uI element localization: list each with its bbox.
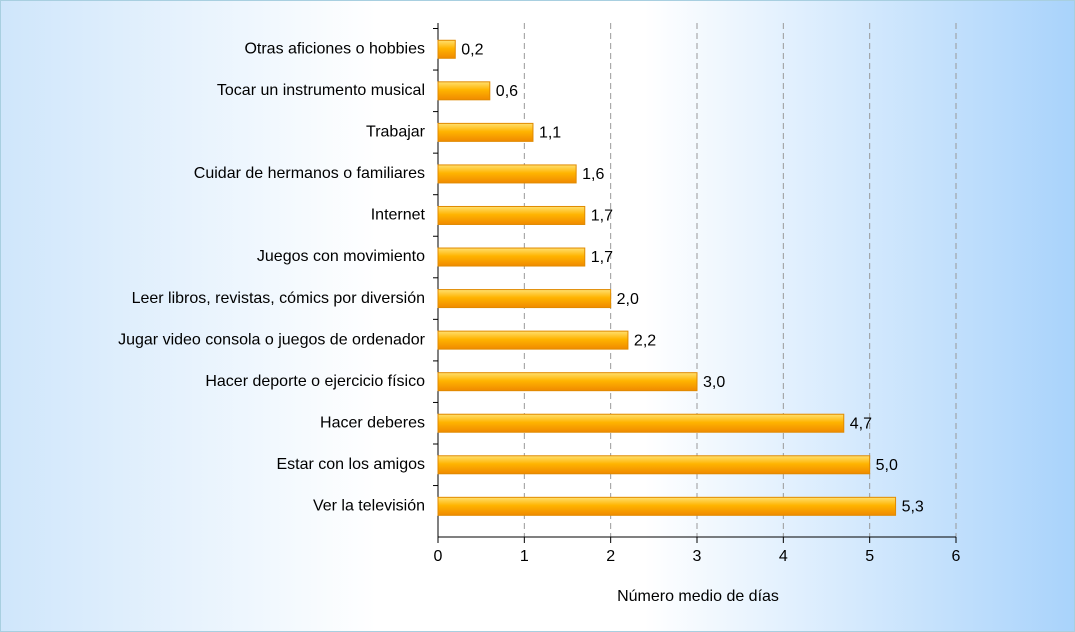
data-label: 1,7 [591,208,613,225]
y-tick-label: Otras aficiones o hobbies [244,40,425,57]
y-tick-label: Tocar un instrumento musical [217,82,425,99]
y-tick-label: Internet [371,207,426,224]
bar [437,413,845,433]
x-tick-label: 6 [952,548,961,565]
y-tick-label: Ver la televisión [313,498,425,515]
data-label: 4,7 [850,415,872,432]
bar [437,330,629,350]
y-tick-label: Hacer deporte o ejercicio físico [205,373,425,390]
data-label: 1,7 [591,249,613,266]
bar [437,372,698,392]
y-tick-label: Hacer deberes [320,414,425,431]
x-tick-label: 3 [693,548,702,565]
data-label: 2,0 [617,291,639,308]
y-tick-label: Estar con los amigos [276,456,425,473]
bar [437,289,612,309]
x-axis-label: Número medio de días [617,588,779,605]
data-label: 1,6 [582,166,604,183]
x-tick-label: 2 [606,548,615,565]
data-label: 1,1 [539,125,561,142]
data-label: 2,2 [634,332,656,349]
data-label: 5,3 [902,499,924,516]
data-label: 3,0 [703,374,725,391]
data-label: 0,6 [496,83,518,100]
bar [437,81,491,101]
bar [437,205,586,225]
y-tick-label: Jugar video consola o juegos de ordenado… [118,331,426,348]
bar [437,247,586,267]
x-tick-label: 4 [779,548,788,565]
bar [437,496,897,516]
data-label: 0,2 [461,41,483,58]
x-tick-label: 5 [865,548,874,565]
bar [437,122,534,142]
bar [437,39,456,59]
y-tick-label: Juegos con movimiento [257,248,425,265]
bar [437,455,871,475]
data-label: 5,0 [876,457,898,474]
x-tick-label: 1 [520,548,529,565]
bar [437,164,577,184]
x-tick-label: 0 [434,548,443,565]
y-tick-label: Cuidar de hermanos o familiares [194,165,425,182]
y-tick-label: Trabajar [366,124,426,141]
y-tick-label: Leer libros, revistas, cómics por divers… [132,290,425,307]
